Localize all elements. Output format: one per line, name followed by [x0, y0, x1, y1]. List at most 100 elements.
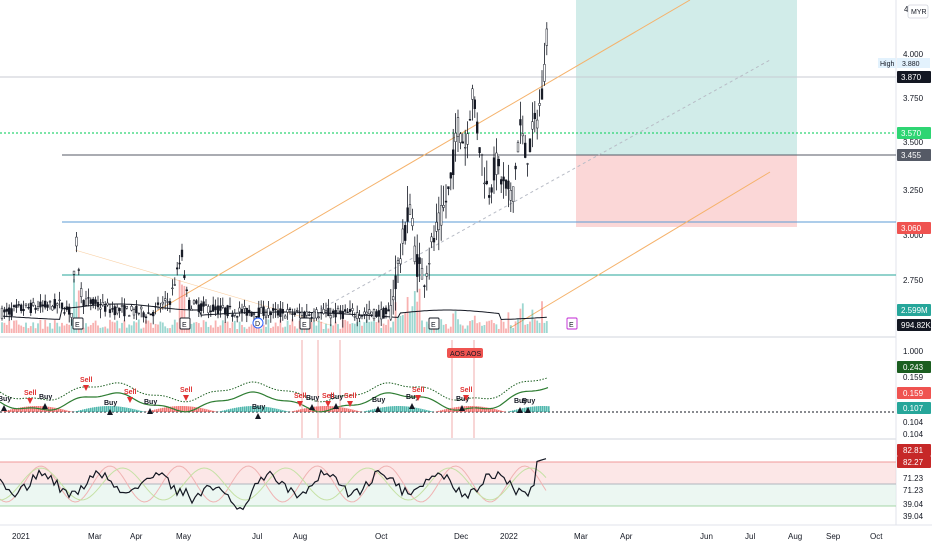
candle-body — [186, 290, 188, 291]
candle-body — [119, 308, 121, 311]
candle-body — [90, 300, 92, 304]
candle-body — [340, 311, 342, 314]
candle-body — [337, 308, 339, 312]
ind1-histogram-bar — [202, 408, 204, 412]
candle-body — [184, 275, 186, 277]
ind1-histogram-bar — [498, 410, 500, 412]
ind1-histogram-bar — [492, 409, 494, 412]
ind1-histogram-bar — [356, 411, 358, 412]
volume-bar — [133, 321, 135, 333]
candle-body — [455, 133, 457, 142]
candle-body — [145, 317, 147, 318]
candle-body — [6, 309, 8, 311]
ind1-histogram-bar — [32, 406, 34, 412]
candle-body — [493, 158, 495, 180]
volume-bar — [400, 316, 402, 333]
candle-body — [383, 308, 385, 318]
ind1-histogram-bar — [516, 409, 518, 412]
volume-bar — [116, 321, 118, 333]
volume-bar — [172, 325, 174, 333]
candle-body — [162, 302, 164, 304]
ind1-histogram-bar — [542, 406, 544, 412]
ind1-histogram-bar — [472, 406, 474, 412]
volume-bar — [107, 329, 109, 333]
volume-bar — [488, 321, 490, 333]
time-tick: Jul — [745, 532, 755, 541]
ind1-histogram-bar — [276, 409, 278, 412]
candle-body — [244, 306, 246, 308]
volume-bar — [131, 325, 133, 333]
ind1-histogram-bar — [546, 406, 548, 412]
ind1-histogram-bar — [140, 411, 142, 412]
volume-bar — [66, 324, 68, 333]
stop-zone[interactable] — [576, 155, 797, 227]
candle-body — [421, 268, 423, 279]
ind1-histogram-bar — [538, 406, 540, 412]
volume-bar — [236, 329, 238, 333]
buy-label: Buy — [306, 395, 319, 402]
ind1-histogram-bar — [26, 407, 28, 412]
volume-bar — [311, 322, 313, 333]
volume-bar — [486, 321, 488, 333]
candle-body — [8, 308, 10, 315]
candle-body — [313, 312, 315, 318]
candle-body — [59, 300, 61, 301]
candle-body — [460, 134, 462, 143]
ind1-histogram-bar — [236, 408, 238, 412]
candle-body — [172, 288, 174, 289]
candle-body — [419, 258, 421, 264]
ind1-histogram-bar — [540, 406, 542, 412]
ind1-histogram-bar — [192, 407, 194, 412]
candle-body — [426, 273, 428, 276]
candle-body — [265, 316, 267, 318]
ind2-badge-1-text: 82.81 — [903, 446, 924, 455]
ind1-histogram-bar — [440, 410, 442, 412]
volume-bar — [390, 327, 392, 333]
volume-bar — [244, 327, 246, 333]
ind1-histogram-bar — [132, 409, 134, 412]
candle-body — [488, 195, 490, 197]
currency-badge[interactable]: MYR — [908, 5, 928, 18]
ind1-histogram-bar — [102, 406, 104, 412]
candle-body — [268, 308, 270, 315]
candle-body — [414, 246, 416, 262]
ind1-histogram-bar — [370, 410, 372, 412]
sell-label: Sell — [80, 377, 93, 384]
ind1-histogram-bar — [438, 411, 440, 412]
ind1-histogram-bar — [68, 411, 70, 412]
volume-bar — [277, 326, 279, 333]
volume-bar — [332, 325, 334, 333]
candle-body — [85, 299, 87, 305]
ind1-histogram-bar — [328, 406, 330, 412]
buy-label: Buy — [522, 398, 535, 405]
volume-bar — [239, 322, 241, 333]
earnings-marker-letter: E — [182, 322, 187, 329]
ind1-histogram-bar — [76, 411, 78, 412]
volume-bar — [203, 320, 205, 333]
ind1-histogram-bar — [358, 411, 360, 412]
candle-body — [193, 301, 195, 303]
candle-body — [176, 268, 178, 269]
volume-bar — [440, 319, 442, 333]
volume-bar — [335, 322, 337, 333]
price-candles[interactable] — [1, 22, 548, 327]
volume-bar — [61, 323, 63, 333]
ind1-histogram-bar — [398, 406, 400, 412]
candle-body — [287, 309, 289, 312]
ind1-badge-3-text: 0.107 — [903, 404, 924, 413]
candle-body — [368, 310, 370, 314]
candle-body — [520, 119, 522, 125]
volume-bar — [328, 329, 330, 333]
ind1-tick: 1.000 — [903, 347, 924, 356]
price-axis[interactable]: 4.0003.7503.5003.2503.0002.7503.8703.570… — [897, 50, 931, 331]
candle-body — [64, 313, 66, 314]
candle-body — [73, 271, 75, 274]
volume-bar — [49, 323, 51, 333]
time-tick: Apr — [130, 532, 143, 541]
volume-bar — [287, 321, 289, 333]
